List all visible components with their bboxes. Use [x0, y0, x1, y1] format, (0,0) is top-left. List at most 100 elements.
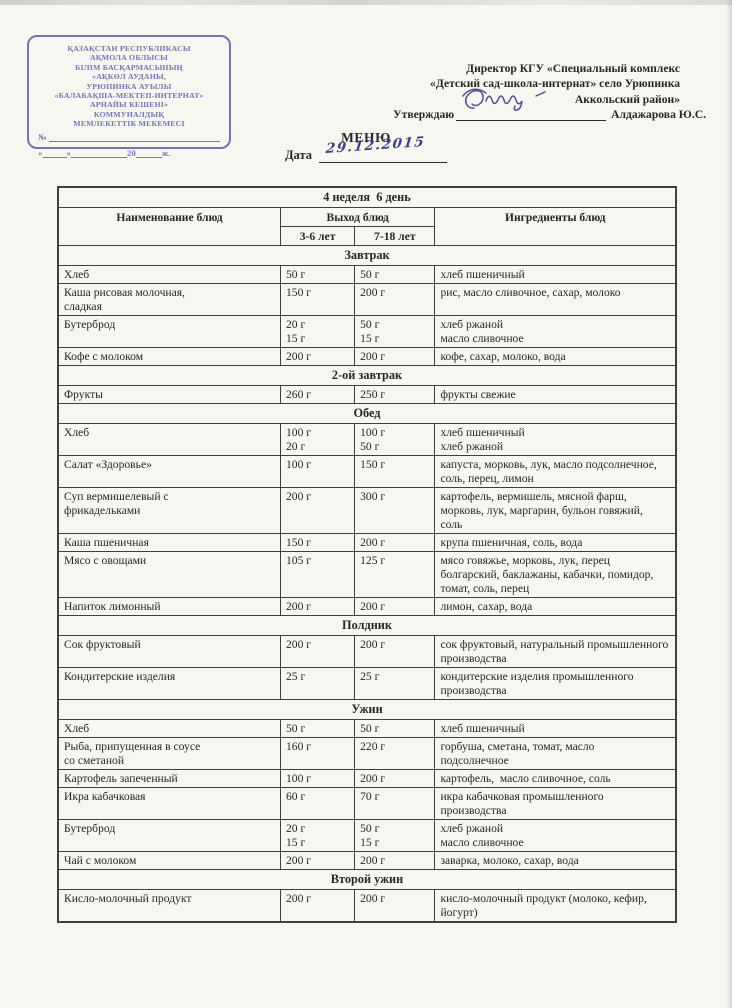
portion-3-6-cell: 20 г 15 г: [279, 819, 356, 852]
portion-7-18-cell: 220 г: [354, 737, 436, 770]
stamp-text-line: АРНАЙЫ КЕШЕНІ»: [89, 100, 169, 110]
dish-name-cell: Каша рисовая молочная, сладкая: [57, 283, 281, 316]
approval-line-1: Директор КГУ «Специальный комплекс: [466, 62, 680, 75]
ingredients-cell: кофе, сахар, молоко, вода: [434, 347, 677, 366]
portion-7-18-cell: 50 г: [354, 719, 436, 738]
ingredients-cell: картофель, вермишель, мясной фарш, морко…: [434, 487, 677, 534]
stamp-quote-close: »: [66, 148, 71, 159]
ingredients-cell: лимон, сахар, вода: [434, 597, 677, 616]
portion-3-6-cell: 260 г: [279, 385, 356, 404]
portion-3-6-cell: 60 г: [279, 787, 356, 820]
menu-row: Салат «Здоровье» 100 г 150 г капуста, морко…: [57, 455, 677, 488]
column-header-ingredients: Ингредиенты блюд: [434, 207, 677, 246]
dish-name-cell: Напиток лимонный: [57, 597, 281, 616]
week-day-header-row: 4 неделя 6 день: [57, 186, 677, 208]
meal-section-title: Полдник: [57, 615, 677, 636]
ingredients-cell: кисло-молочный продукт (молоко, кефир, й…: [434, 889, 677, 923]
menu-row: Икра кабачковая 60 г 70 г икра кабачковая п…: [57, 787, 677, 820]
ingredients-cell: сок фруктовый, натуральный промышленного…: [434, 635, 677, 668]
meal-section-row: Обед: [57, 403, 677, 424]
ingredients-cell: кондитерские изделия промышленного произ…: [434, 667, 677, 700]
menu-row: Хлеб 50 г 50 г хлеб пшеничный: [57, 265, 677, 284]
ingredients-cell: капуста, морковь, лук, масло подсолнечно…: [434, 455, 677, 488]
signature-scribble: [462, 88, 546, 112]
dish-name-cell: Хлеб: [57, 265, 281, 284]
stamp-text-line: АҚМОЛА ОБЛЫСЫ: [89, 53, 169, 63]
portion-7-18-cell: 200 г: [354, 347, 436, 366]
approval-line-3: Аккольский район»: [574, 92, 680, 106]
dish-name-cell: Кондитерские изделия: [57, 667, 281, 700]
ingredients-cell: крупа пшеничная, соль, вода: [434, 533, 677, 552]
dish-name-cell: Икра кабачковая: [57, 787, 281, 820]
dish-name-cell: Каша пшеничная: [57, 533, 281, 552]
portion-3-6-cell: 150 г: [279, 533, 356, 552]
stamp-date-line: « » 20 ж.: [38, 148, 220, 159]
portion-7-18-cell: 250 г: [354, 385, 436, 404]
portion-3-6-cell: 160 г: [279, 737, 356, 770]
stamp-year-prefix: 20: [127, 148, 136, 159]
stamp-text-line: КОММУНАЛДЫҚ: [93, 109, 165, 119]
dish-name-cell: Сок фруктовый: [57, 635, 281, 668]
portion-3-6-cell: 200 г: [279, 347, 356, 366]
portion-3-6-cell: 25 г: [279, 667, 356, 700]
meal-section-title: 2-ой завтрак: [57, 365, 677, 386]
dish-name-cell: Хлеб: [57, 423, 281, 456]
ingredients-cell: хлеб пшеничный: [434, 265, 677, 284]
portion-3-6-cell: 200 г: [279, 597, 356, 616]
week-day-header: 4 неделя 6 день: [57, 186, 677, 208]
ingredients-cell: заварка, молоко, сахар, вода: [434, 851, 677, 870]
ingredients-cell: хлеб ржаной масло сливочное: [434, 819, 677, 852]
dish-name-cell: Мясо с овощами: [57, 551, 281, 598]
dish-name-cell: Картофель запеченный: [57, 769, 281, 788]
date-row: Дата 29.12.2015: [0, 134, 732, 163]
ingredients-cell: картофель, масло сливочное, соль: [434, 769, 677, 788]
portion-7-18-cell: 25 г: [354, 667, 436, 700]
dish-name-cell: Суп вермишелевый с фрикадельками: [57, 487, 281, 534]
portion-3-6-cell: 50 г: [279, 265, 356, 284]
menu-table: 4 неделя 6 день Наименование блюд Выход …: [57, 186, 677, 923]
stamp-text-line: «АҚКӨЛ АУДАНЫ,: [91, 72, 166, 82]
approval-block: Директор КГУ «Специальный комплекс «Детс…: [326, 61, 706, 122]
stamp-text-lines: ҚАЗАҚСТАН РЕСПУБЛИКАСЫ АҚМОЛА ОБЛЫСЫ БІЛІМ…: [38, 44, 220, 129]
menu-row: Кисло-молочный продукт 200 г 200 г кисло-мо…: [57, 889, 677, 923]
meal-section-title: Второй ужин: [57, 869, 677, 890]
stamp-year-blank: [136, 149, 162, 159]
column-header-age-7-18: 7-18 лет: [354, 226, 436, 246]
menu-row: Фрукты 260 г 250 г фрукты свежие: [57, 385, 677, 404]
scan-artifact-top-edge: [0, 0, 732, 5]
portion-3-6-cell: 20 г 15 г: [279, 315, 356, 348]
ingredients-cell: мясо говяжье, морковь, лук, перец болгар…: [434, 551, 677, 598]
column-header-name: Наименование блюд: [57, 207, 281, 246]
column-header-age-3-6: 3-6 лет: [279, 226, 356, 246]
portion-7-18-cell: 50 г: [354, 265, 436, 284]
dish-name-cell: Рыба, припущенная в соусе со сметаной: [57, 737, 281, 770]
date-blank-line: 29.12.2015: [319, 134, 448, 163]
dish-name-cell: Бутерброд: [57, 315, 281, 348]
menu-row: Мясо с овощами 105 г 125 г мясо говяжье, мо…: [57, 551, 677, 598]
dish-name-cell: Салат «Здоровье»: [57, 455, 281, 488]
meal-section-row: Ужин: [57, 699, 677, 720]
menu-row: Хлеб 100 г 20 г 100 г 50 г хлеб пшеничный х…: [57, 423, 677, 456]
meal-section-row: Полдник: [57, 615, 677, 636]
portion-3-6-cell: 100 г 20 г: [279, 423, 356, 456]
ingredients-cell: горбуша, сметана, томат, масло подсолнеч…: [434, 737, 677, 770]
portion-3-6-cell: 200 г: [279, 851, 356, 870]
portion-3-6-cell: 100 г: [279, 769, 356, 788]
portion-7-18-cell: 50 г 15 г: [354, 315, 436, 348]
dish-name-cell: Бутерброд: [57, 819, 281, 852]
ingredients-cell: хлеб пшеничный хлеб ржаной: [434, 423, 677, 456]
portion-3-6-cell: 50 г: [279, 719, 356, 738]
meal-section-row: Второй ужин: [57, 869, 677, 890]
stamp-month-blank: [71, 149, 127, 159]
meal-section-row: 2-ой завтрак: [57, 365, 677, 386]
stamp-text-line: УРЮПИНКА АУЫЛЫ: [86, 81, 172, 91]
stamp-day-blank: [42, 149, 67, 159]
menu-row: Чай с молоком 200 г 200 г заварка, молоко, …: [57, 851, 677, 870]
meal-section-title: Завтрак: [57, 245, 677, 266]
portion-7-18-cell: 100 г 50 г: [354, 423, 436, 456]
ingredients-cell: икра кабачковая промышленного производст…: [434, 787, 677, 820]
menu-row: Каша рисовая молочная, сладкая 150 г 200 г…: [57, 283, 677, 316]
menu-row: Картофель запеченный 100 г 200 г картофель,…: [57, 769, 677, 788]
portion-7-18-cell: 200 г: [354, 769, 436, 788]
scan-artifact-right-edge: [726, 0, 732, 1008]
